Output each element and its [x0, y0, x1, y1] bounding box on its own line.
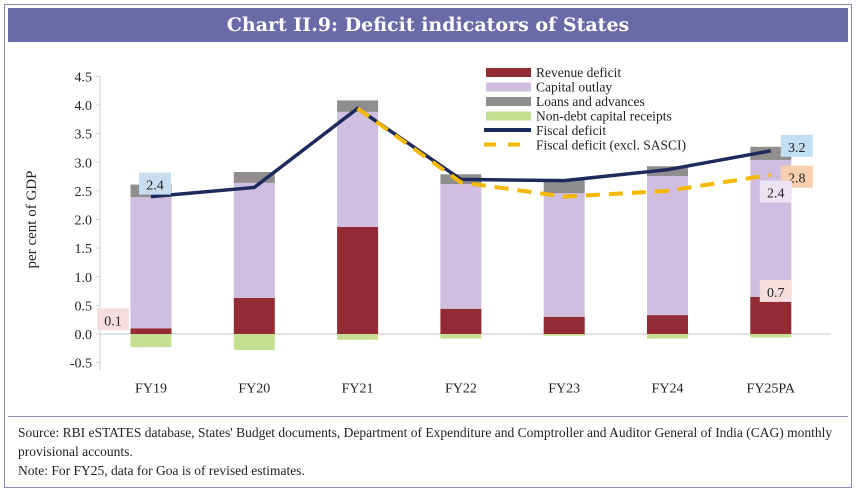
line-fiscal-deficit	[150, 106, 772, 199]
y-tick-label: 4.5	[75, 70, 93, 85]
bar-loans-and-advances	[233, 171, 275, 183]
y-tick-label: 1.0	[75, 271, 93, 286]
legend-label: Revenue deficit	[536, 65, 621, 80]
data-label: 0.1	[104, 314, 122, 329]
bar-revenue-deficit	[130, 328, 172, 334]
bar-revenue-deficit	[440, 308, 482, 334]
note-text: Note: For FY25, data for Goa is of revis…	[18, 463, 305, 478]
bar-revenue-deficit	[337, 226, 379, 334]
x-tick-label: FY25PA	[747, 382, 796, 397]
y-tick-label: 2.5	[75, 185, 93, 200]
bar-loans-and-advances	[337, 100, 379, 112]
data-label: 3.2	[788, 141, 806, 156]
y-tick-label: 0.5	[75, 299, 93, 314]
x-tick-label: FY19	[135, 382, 167, 397]
source-text: Source: RBI eSTATES database, States' Bu…	[18, 425, 833, 459]
bar-non-debt-capital-receipts	[233, 334, 275, 351]
y-tick-label: 2.0	[75, 214, 93, 229]
y-tick-label: 0.0	[75, 328, 93, 343]
data-label: 2.4	[767, 187, 785, 202]
bar-capital-outlay	[130, 197, 172, 329]
bar-capital-outlay	[647, 175, 688, 316]
x-tick-label: FY20	[238, 382, 270, 397]
bar-non-debt-capital-receipts	[543, 334, 585, 336]
legend-label: Non-debt capital receipts	[536, 109, 672, 124]
legend-label: Fiscal deficit	[536, 123, 606, 138]
legend-swatch	[486, 111, 531, 121]
bar-non-debt-capital-receipts	[440, 334, 482, 339]
y-tick-label: -0.5	[70, 357, 92, 372]
bar-capital-outlay	[440, 184, 482, 309]
bar-non-debt-capital-receipts	[647, 334, 688, 339]
y-tick-label: 1.5	[75, 242, 93, 257]
data-label: 0.7	[767, 286, 785, 301]
bar-revenue-deficit	[647, 315, 688, 334]
x-tick-label: FY22	[445, 382, 477, 397]
chart-frame	[4, 4, 852, 488]
x-tick-label: FY23	[548, 382, 580, 397]
bar-non-debt-capital-receipts	[337, 334, 379, 340]
x-tick-label: FY24	[652, 382, 684, 397]
chart-svg: -0.5 0.0 0.5 1.0 1.5 2.0 2.5 3.0 3.5 4.0 4.5 per ce…	[24, 65, 831, 397]
y-tick-label: 3.0	[75, 156, 93, 171]
bar-capital-outlay	[543, 193, 585, 317]
bar-capital-outlay	[337, 111, 379, 227]
legend-label: Capital outlay	[536, 80, 612, 95]
y-axis-label: per cent of GDP	[24, 171, 40, 269]
data-label-bg	[759, 180, 792, 203]
bar-revenue-deficit	[750, 296, 792, 334]
bar-revenue-deficit	[233, 297, 275, 334]
chart-area: -0.5 0.0 0.5 1.0 1.5 2.0 2.5 3.0 3.5 4.0 4.5 per ce…	[8, 44, 848, 414]
line-fiscal-deficit-excl-sasci	[356, 106, 772, 199]
chart-title: Chart II.9: Deficit indicators of States	[8, 8, 848, 42]
legend-swatch	[486, 97, 531, 106]
source-box: Source: RBI eSTATES database, States' Bu…	[8, 416, 848, 486]
data-label: 2.8	[788, 172, 806, 187]
bar-revenue-deficit	[543, 316, 585, 334]
legend-swatch	[486, 82, 531, 92]
data-label: 2.4	[146, 179, 164, 194]
data-label-bg	[759, 279, 792, 302]
x-tick-label: FY21	[342, 382, 374, 397]
data-label-bg	[139, 172, 171, 195]
legend-label: Loans and advances	[536, 94, 645, 109]
legend-label: Fiscal deficit (excl. SASCI)	[536, 138, 686, 153]
bar-non-debt-capital-receipts	[750, 334, 792, 338]
legend-swatch	[486, 68, 531, 77]
data-label-bg	[780, 134, 813, 157]
data-label-bg	[97, 308, 129, 331]
bar-loans-and-advances	[543, 179, 585, 194]
y-tick-label: 4.0	[75, 99, 93, 114]
bar-non-debt-capital-receipts	[130, 334, 172, 348]
y-tick-label: 3.5	[75, 128, 93, 143]
bar-capital-outlay	[233, 182, 275, 298]
